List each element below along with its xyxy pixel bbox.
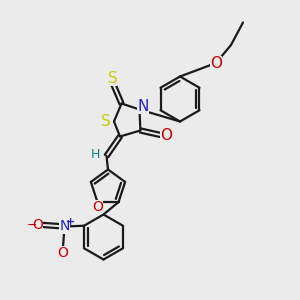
Text: S: S [101,114,110,129]
Text: O: O [92,200,103,214]
Text: −: − [26,219,37,232]
Text: O: O [58,246,68,260]
Text: N: N [137,99,149,114]
Text: S: S [108,71,117,86]
Text: O: O [32,218,43,232]
Text: H: H [90,148,100,161]
Text: N: N [59,220,70,233]
Text: +: + [66,217,75,227]
Text: O: O [210,56,222,70]
Text: O: O [160,128,172,142]
